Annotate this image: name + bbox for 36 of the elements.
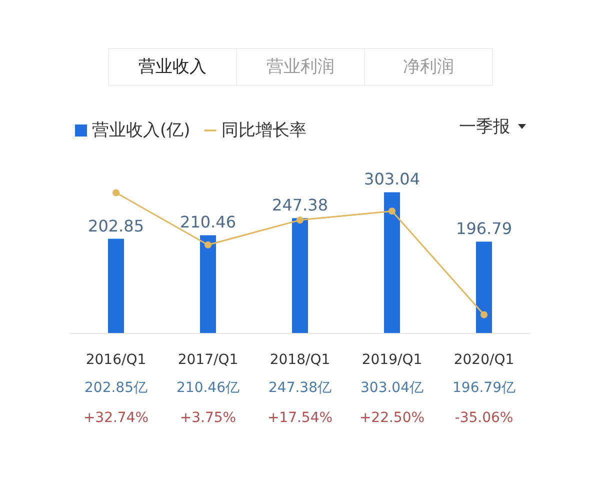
- data-label: 303.04: [364, 170, 420, 189]
- bar: [200, 235, 216, 333]
- point: [204, 241, 212, 248]
- text: 净利润: [364, 49, 492, 85]
- legend-label: 营业收入(亿): [92, 120, 190, 140]
- data-label: +22.50%: [359, 410, 425, 426]
- data-label: 210.46: [180, 212, 236, 232]
- x-tick-label: 2020/Q1: [454, 352, 514, 368]
- text: 一季报: [459, 116, 510, 138]
- data-label: 196.79: [456, 219, 512, 238]
- data-label: +3.75%: [180, 410, 236, 426]
- x-tick-label: 2017/Q1: [178, 352, 238, 368]
- text: 营业利润: [236, 49, 364, 85]
- point: [112, 189, 120, 196]
- data-label: 247.38: [272, 196, 328, 215]
- point: [388, 208, 396, 215]
- text: 196.79亿: [452, 380, 516, 396]
- data-label: +32.74%: [83, 410, 149, 426]
- bar: [108, 238, 124, 333]
- x-tick-label: 2018/Q1: [270, 352, 330, 368]
- bar: [292, 218, 308, 333]
- data-label: -35.06%: [454, 410, 514, 426]
- text: 303.04亿: [360, 380, 424, 396]
- text: 247.38亿: [268, 380, 332, 396]
- bar: [476, 242, 492, 333]
- data-label: +17.54%: [267, 410, 333, 426]
- text: 202.85亿: [84, 380, 148, 396]
- data-label: 202.85: [88, 216, 144, 236]
- x-tick-label: 2019/Q1: [362, 352, 422, 368]
- point: [296, 216, 304, 224]
- text: 210.46亿: [176, 380, 240, 396]
- text: 营业收入: [138, 56, 208, 79]
- point: [480, 311, 488, 318]
- x-tick-label: 2016/Q1: [86, 352, 146, 368]
- legend-label: 同比增长率: [221, 120, 306, 140]
- bar: [384, 192, 400, 333]
